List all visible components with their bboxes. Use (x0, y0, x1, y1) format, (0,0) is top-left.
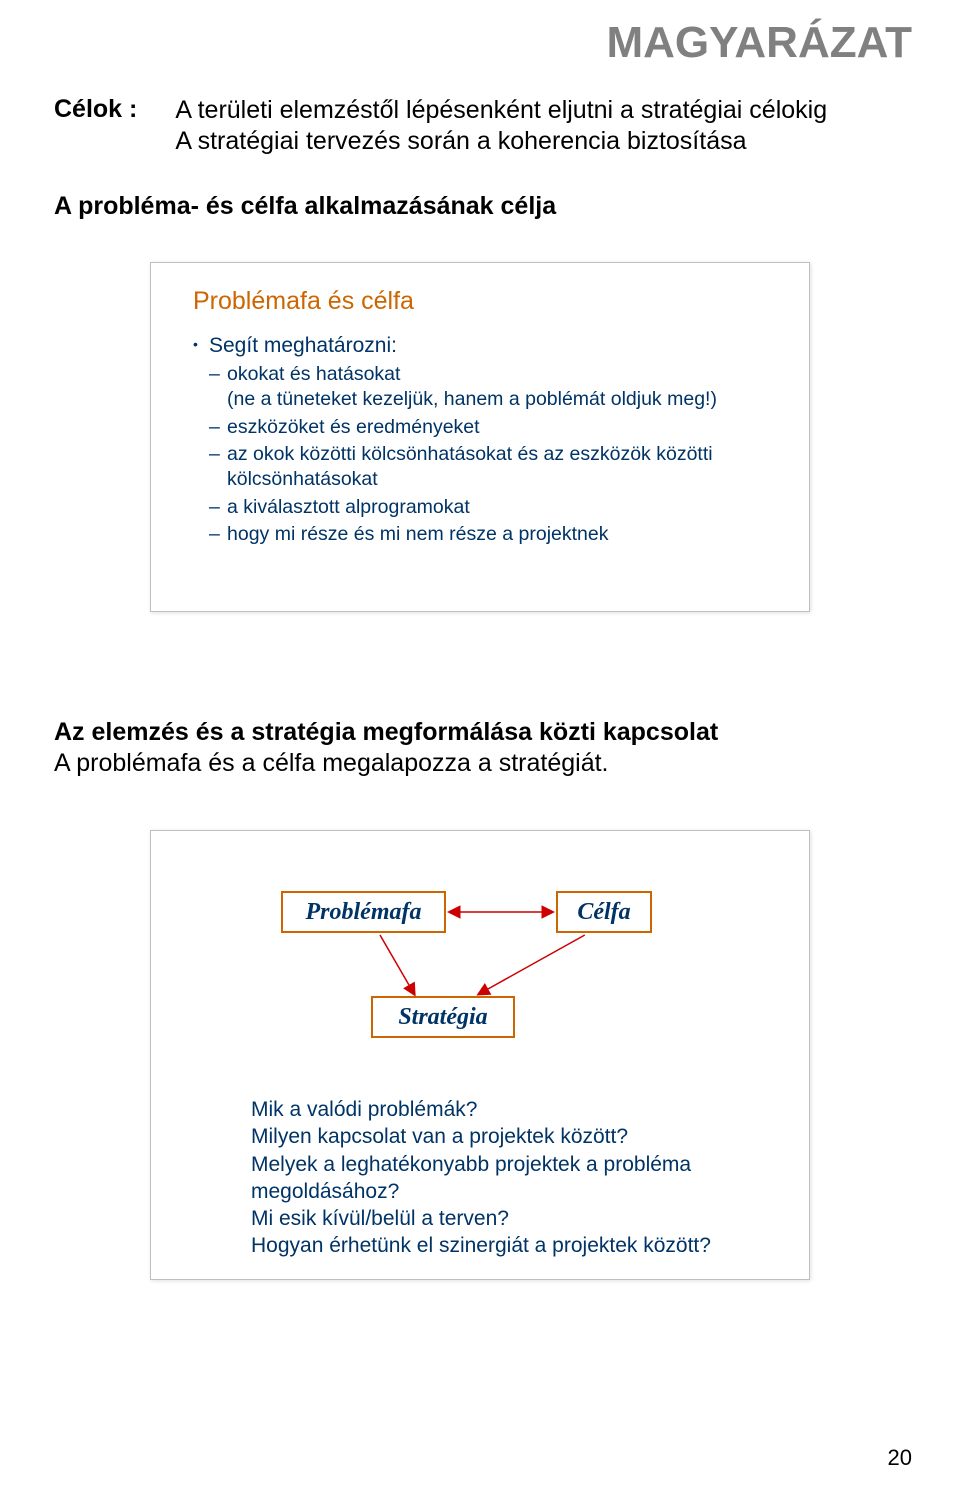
panel2-question-line: Melyek a leghatékonyabb projektek a prob… (251, 1151, 749, 1206)
panel1-item: a kiválasztott alprogramokat (227, 495, 767, 520)
goals-body: A területi elemzéstől lépésenként eljutn… (175, 95, 827, 158)
panel2-question-line: Mik a valódi problémák? (251, 1096, 749, 1123)
panel-flowchart: Problémafa Célfa Stratégia Mik a valódi … (150, 830, 810, 1280)
subheading: A probléma- és célfa alkalmazásának célj… (54, 192, 556, 221)
panel2-questions: Mik a valódi problémák?Milyen kapcsolat … (251, 1096, 749, 1260)
flow-node-strategia: Stratégia (371, 996, 515, 1038)
panel-problemafa-celfa: Problémafa és célfa Segít meghatározni: … (150, 262, 810, 612)
goals-line-1: A területi elemzéstől lépésenként eljutn… (175, 95, 827, 126)
panel1-lead-text: Segít meghatározni: (209, 334, 397, 357)
panel1-title: Problémafa és célfa (193, 287, 767, 316)
panel1-item: okokat és hatásokat (ne a tüneteket keze… (227, 362, 767, 413)
section2-subtext: A problémafa és a célfa megalapozza a st… (54, 749, 609, 778)
panel1-lead: Segít meghatározni: okokat és hatásokat … (209, 334, 767, 547)
flow-node-celfa: Célfa (556, 891, 652, 933)
panel2-question-line: Milyen kapcsolat van a projektek között? (251, 1123, 749, 1150)
panel1-item: az okok közötti kölcsönhatásokat és az e… (227, 442, 767, 493)
panel1-sublist: okokat és hatásokat (ne a tüneteket keze… (209, 362, 767, 547)
panel1-item: hogy mi része és mi nem része a projektn… (227, 522, 767, 547)
goals-line-2: A stratégiai tervezés során a koherencia… (175, 126, 827, 157)
goals-label: Célok : (54, 95, 137, 158)
panel1-item-note: (ne a tüneteket kezeljük, hanem a poblém… (227, 388, 717, 410)
page-category-header: MAGYARÁZAT (606, 18, 912, 68)
page-number: 20 (888, 1445, 912, 1471)
panel1-item-text: okokat és hatásokat (227, 363, 400, 385)
panel2-question-line: Hogyan érhetünk el szinergiát a projekte… (251, 1232, 749, 1259)
goals-row: Célok : A területi elemzéstől lépésenkén… (54, 95, 906, 158)
panel1-item: eszközöket és eredményeket (227, 415, 767, 440)
flow-node-problemafa: Problémafa (281, 891, 446, 933)
section2-heading: Az elemzés és a stratégia megformálása k… (54, 718, 718, 747)
panel2-question-line: Mi esik kívül/belül a terven? (251, 1205, 749, 1232)
